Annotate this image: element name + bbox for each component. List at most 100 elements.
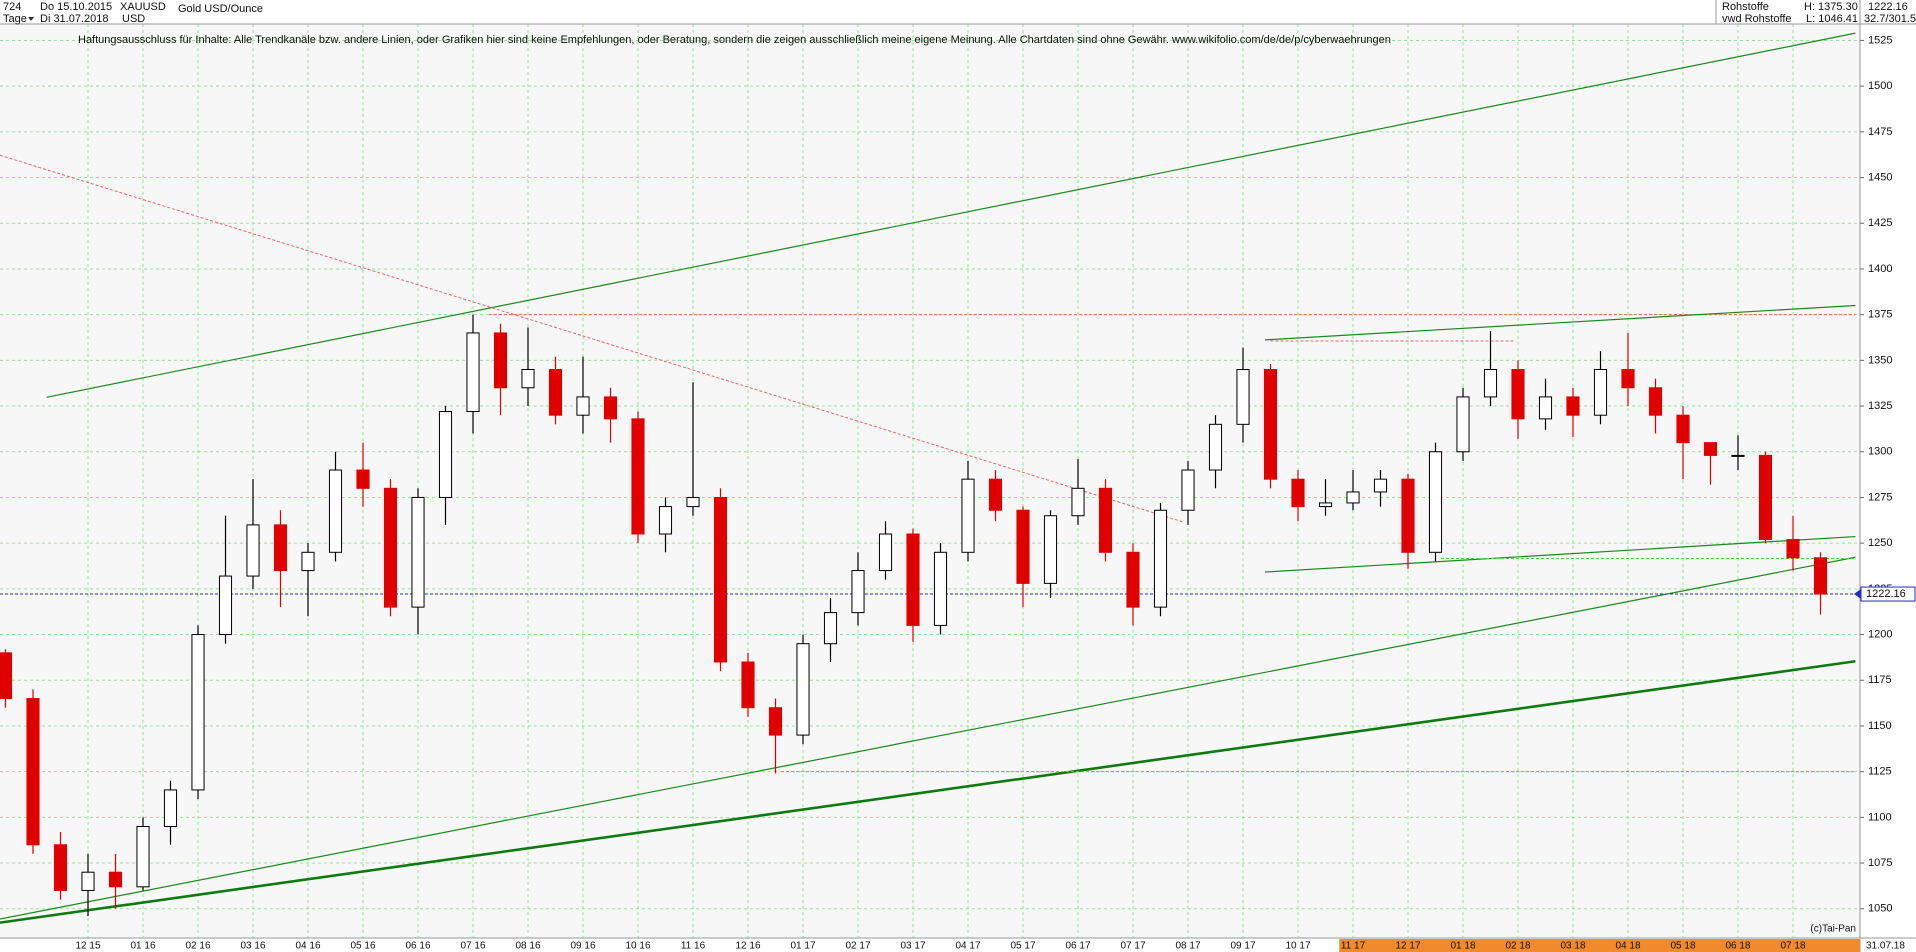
candle-body <box>1566 396 1580 416</box>
x-tick-label: 05 16 <box>350 941 375 952</box>
x-tick-label: 01 16 <box>130 941 155 952</box>
candle-body <box>108 871 123 888</box>
trend-line <box>0 556 1856 920</box>
group: Rohstoffe <box>1722 1 1769 13</box>
y-tick-label: 1450 <box>1868 171 1892 183</box>
annotation: Haftungsausschluss für Inhalte: Alle Tre… <box>78 34 1391 46</box>
candle-body <box>1758 454 1773 540</box>
ratio: 32.7/301.5 <box>1864 13 1916 25</box>
candle-body <box>658 506 673 535</box>
dropdown-icon[interactable] <box>28 17 34 21</box>
trend-line <box>1264 304 1856 341</box>
x-tick-label: 04 18 <box>1615 941 1640 952</box>
candle-body <box>1016 509 1030 584</box>
y-tick-label: 1375 <box>1868 309 1892 321</box>
x-tick-label: 06 17 <box>1065 941 1090 952</box>
x-tick-label: 07 18 <box>1780 941 1805 952</box>
candle-body <box>1181 469 1195 511</box>
currency: USD <box>122 13 145 25</box>
candle-body <box>493 332 508 389</box>
period[interactable]: Tage <box>3 13 27 25</box>
candle-body <box>411 496 425 608</box>
x-tick-label: 08 16 <box>515 941 540 952</box>
x-tick-label: 02 16 <box>185 941 210 952</box>
y-tick-label: 1500 <box>1868 80 1892 92</box>
trend-line <box>46 32 1856 398</box>
y-tick-label: 1200 <box>1868 628 1892 640</box>
x-tick-label: 10 16 <box>625 941 650 952</box>
x-tick-label: 05 17 <box>1010 941 1035 952</box>
end-date: Di 31.07.2018 <box>40 13 109 25</box>
candle-body <box>1098 487 1113 553</box>
candle-body <box>1648 387 1663 416</box>
y-tick-label: 1175 <box>1868 674 1892 686</box>
candle-body <box>1291 478 1305 508</box>
x-tick-label: 03 17 <box>900 941 925 952</box>
candle-body <box>823 612 838 645</box>
candle-body <box>0 652 13 700</box>
plot-background <box>0 24 1860 938</box>
candle-body <box>768 707 783 736</box>
candle-body <box>686 496 700 508</box>
candle-body <box>796 643 810 736</box>
symbol: XAUUSD <box>120 1 166 13</box>
copyright: (c)Tai-Pan <box>1810 924 1856 935</box>
x-tick-label: 05 18 <box>1670 941 1695 952</box>
x-tick-label: 07 17 <box>1120 941 1145 952</box>
candle-body <box>191 634 205 791</box>
candle-body <box>961 478 975 553</box>
candle-body <box>1373 478 1388 493</box>
candle-body <box>273 524 288 572</box>
source: vwd Rohstoffe <box>1722 13 1792 25</box>
candle-body <box>1236 368 1250 425</box>
candle-body <box>548 368 563 416</box>
candle-body <box>906 533 920 626</box>
candle-body <box>1813 557 1828 595</box>
x-tick-label: 04 17 <box>955 941 980 952</box>
x-tick-label: 06 16 <box>405 941 430 952</box>
y-tick-label: 1425 <box>1868 217 1892 229</box>
x-tick-label: 02 18 <box>1505 941 1530 952</box>
x-tick-label: 06 18 <box>1725 941 1750 952</box>
candle-body <box>466 332 480 413</box>
start-date: Do 15.10.2015 <box>40 1 112 13</box>
candle-body <box>1483 368 1498 398</box>
candle-body <box>163 789 178 827</box>
x-tick-label: 03 16 <box>240 941 265 952</box>
x-tick-label: 08 17 <box>1175 941 1200 952</box>
high: H: 1375.30 <box>1804 1 1858 13</box>
candle-body <box>1071 487 1085 517</box>
candle-body <box>383 487 398 608</box>
y-tick-label: 1100 <box>1868 811 1892 823</box>
candle-body <box>1318 502 1333 508</box>
x-tick-label: 04 16 <box>295 941 320 952</box>
price-tag-arrow <box>1854 589 1861 600</box>
x-tick-label: 11 17 <box>1341 941 1366 952</box>
y-tick-label: 1250 <box>1868 537 1892 549</box>
candle-body <box>328 469 343 553</box>
candle-body <box>1401 478 1415 553</box>
candle-body <box>878 533 893 572</box>
y-tick-label: 1075 <box>1868 857 1892 869</box>
header-price: 1222.16 <box>1868 1 1908 13</box>
x-tick-label: 12 16 <box>735 941 760 952</box>
x-tick-label: 12 15 <box>75 941 100 952</box>
candle-body <box>356 469 370 489</box>
candle-body <box>933 551 948 626</box>
y-tick-label: 1050 <box>1868 903 1892 915</box>
x-tick-label: 09 17 <box>1230 941 1255 952</box>
candle-body <box>218 575 233 636</box>
candle-body <box>1153 509 1168 608</box>
y-tick-label: 1350 <box>1868 354 1892 366</box>
candle-body <box>603 396 618 420</box>
candle-body <box>26 698 40 846</box>
candle-body <box>1043 515 1058 584</box>
candle-body <box>246 524 260 577</box>
candle-body <box>631 418 645 535</box>
x-tick-label: 12 17 <box>1395 941 1420 952</box>
x-tick-label: 01 18 <box>1450 941 1475 952</box>
y-tick-label: 1150 <box>1868 720 1892 732</box>
candle-body <box>136 825 150 888</box>
candle-body <box>851 570 865 614</box>
